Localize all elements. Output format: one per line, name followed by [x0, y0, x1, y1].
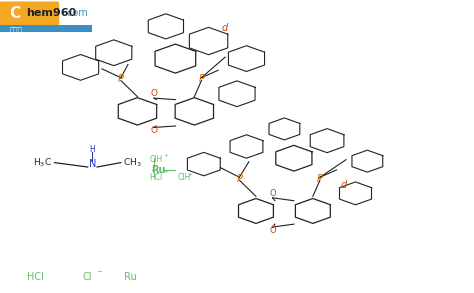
Text: HCl: HCl	[27, 272, 44, 282]
Text: −: −	[97, 270, 102, 275]
Text: P: P	[237, 174, 242, 184]
Text: Ru: Ru	[152, 165, 166, 175]
Text: Cl: Cl	[83, 272, 92, 282]
Text: +: +	[187, 172, 192, 177]
Text: .com: .com	[64, 8, 88, 18]
Text: P: P	[317, 174, 323, 184]
Text: Ru: Ru	[124, 272, 137, 282]
Text: O: O	[269, 226, 276, 234]
Text: P: P	[199, 74, 204, 84]
Text: d: d	[222, 23, 228, 33]
Text: H: H	[90, 145, 95, 154]
Text: ClH: ClH	[178, 173, 191, 182]
Text: O: O	[151, 126, 157, 135]
FancyBboxPatch shape	[0, 25, 92, 32]
Text: hem960: hem960	[26, 8, 76, 18]
Text: d: d	[340, 180, 347, 190]
Text: P: P	[118, 74, 124, 84]
Text: HCl: HCl	[149, 173, 163, 182]
Text: ClH: ClH	[149, 155, 163, 164]
Text: C: C	[9, 6, 20, 21]
Text: H$_3$C: H$_3$C	[33, 156, 52, 169]
FancyBboxPatch shape	[0, 1, 59, 26]
Text: O: O	[269, 189, 276, 198]
Text: CH$_3$: CH$_3$	[123, 156, 142, 169]
Text: 化工网: 化工网	[9, 26, 22, 33]
Text: N: N	[89, 159, 96, 169]
Text: +: +	[164, 169, 168, 174]
Text: +: +	[164, 153, 168, 158]
Text: O: O	[151, 89, 157, 98]
